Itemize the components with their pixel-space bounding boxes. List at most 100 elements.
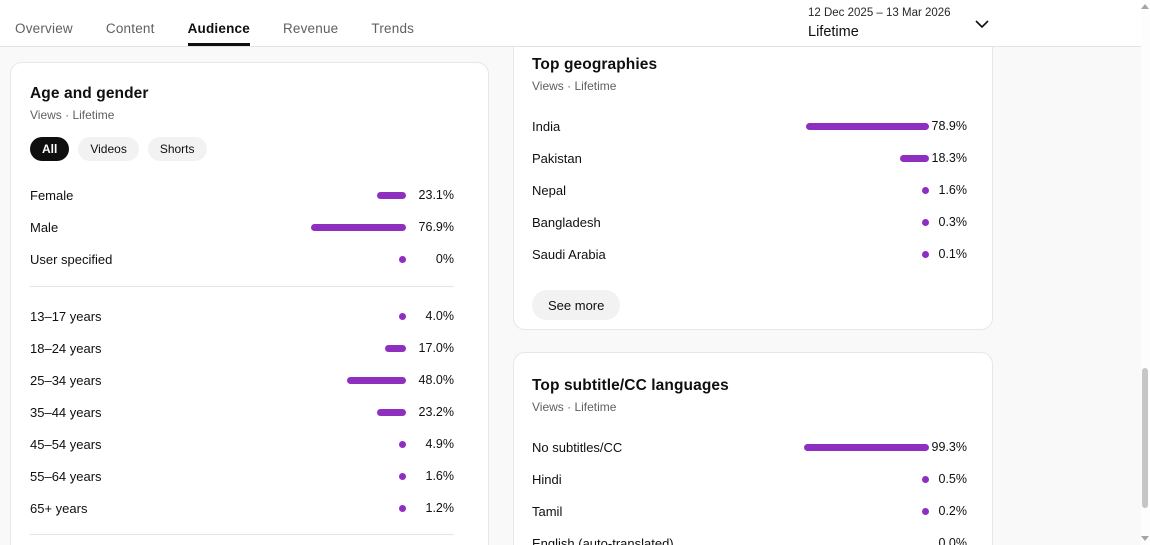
geography-rows: India 78.9% Pakistan 18.3% Nepal 1.6% Banglade… bbox=[532, 110, 967, 270]
stat-row: English (auto-translated) 0.0% bbox=[532, 527, 967, 545]
tab-content[interactable]: Content bbox=[106, 10, 155, 46]
chevron-down-icon[interactable] bbox=[974, 19, 990, 29]
value-dot bbox=[399, 312, 406, 320]
row-label: Saudi Arabia bbox=[532, 246, 606, 262]
scroll-down-arrow-icon[interactable] bbox=[1141, 536, 1149, 541]
row-label: No subtitles/CC bbox=[532, 439, 623, 455]
content-type-filter: All Videos Shorts bbox=[30, 137, 454, 161]
row-bar-area bbox=[804, 475, 929, 483]
card-subtitle: Views · Lifetime bbox=[532, 400, 617, 414]
stat-row: Bangladesh 0.3% bbox=[532, 206, 967, 238]
row-label: Bangladesh bbox=[532, 214, 601, 230]
value-bar bbox=[806, 122, 929, 130]
row-label: 55–64 years bbox=[30, 468, 102, 484]
row-value: 76.9% bbox=[418, 220, 454, 234]
row-bar-area bbox=[311, 472, 406, 480]
card-title: Top subtitle/CC languages bbox=[532, 377, 729, 394]
filter-chip-shorts[interactable]: Shorts bbox=[147, 137, 207, 161]
stat-row: Tamil 0.2% bbox=[532, 495, 967, 527]
value-dot bbox=[922, 507, 929, 515]
row-bar-area bbox=[311, 223, 406, 231]
row-label: Tamil bbox=[532, 503, 563, 519]
stat-row: 35–44 years 23.2% bbox=[30, 396, 454, 428]
row-label: Female bbox=[30, 187, 74, 203]
scrollbar-thumb[interactable] bbox=[1142, 368, 1148, 508]
row-label: Nepal bbox=[532, 182, 566, 198]
row-value: 0% bbox=[435, 252, 454, 266]
scroll-up-arrow-icon[interactable] bbox=[1141, 4, 1149, 9]
row-value: 0.1% bbox=[938, 247, 968, 261]
row-label: English (auto-translated) bbox=[532, 535, 674, 545]
row-value: 23.1% bbox=[418, 188, 454, 202]
row-bar-area bbox=[311, 408, 406, 416]
age-gender-card: Age and gender Views · Lifetime All Video… bbox=[10, 62, 489, 545]
date-range-picker[interactable]: 12 Dec 2025 – 13 Mar 2026 Lifetime bbox=[808, 6, 994, 44]
row-bar-area bbox=[311, 440, 406, 448]
row-value: 0.5% bbox=[938, 472, 968, 486]
value-bar bbox=[311, 223, 406, 231]
value-dot bbox=[399, 440, 406, 448]
value-dot bbox=[399, 255, 406, 263]
see-more-button[interactable]: See more bbox=[532, 290, 621, 320]
top-geographies-card: Top geographies Views · Lifetime India 78… bbox=[513, 31, 993, 330]
date-range-text: 12 Dec 2025 – 13 Mar 2026 bbox=[808, 7, 951, 19]
filter-chip-videos[interactable]: Videos bbox=[78, 137, 139, 161]
stat-row: Female 23.1% bbox=[30, 179, 454, 211]
value-bar bbox=[804, 443, 929, 451]
row-value: 0.0% bbox=[938, 536, 968, 545]
row-bar-area bbox=[311, 191, 406, 199]
row-label: India bbox=[532, 118, 561, 134]
row-bar-area bbox=[806, 250, 929, 258]
value-dot bbox=[922, 250, 929, 258]
value-dot bbox=[922, 218, 929, 226]
row-value: 48.0% bbox=[418, 373, 454, 387]
row-bar-area bbox=[311, 255, 406, 263]
row-bar-area bbox=[311, 504, 406, 512]
card-title: Age and gender bbox=[30, 85, 149, 102]
tab-trends[interactable]: Trends bbox=[371, 10, 414, 46]
stat-row: 45–54 years 4.9% bbox=[30, 428, 454, 460]
value-bar bbox=[377, 191, 406, 199]
filter-chip-all[interactable]: All bbox=[30, 137, 70, 161]
value-bar bbox=[346, 376, 406, 384]
stat-row: Hindi 0.5% bbox=[532, 463, 967, 495]
tab-audience[interactable]: Audience bbox=[187, 10, 251, 46]
tab-revenue[interactable]: Revenue bbox=[283, 10, 338, 46]
value-bar bbox=[385, 344, 406, 352]
stat-row: 55–64 years 1.6% bbox=[30, 460, 454, 492]
age-rows: 13–17 years 4.0% 18–24 years 17.0% 25–34 yea… bbox=[30, 300, 454, 524]
row-value: 99.3% bbox=[931, 440, 967, 454]
stat-row: 13–17 years 4.0% bbox=[30, 300, 454, 332]
row-bar-area bbox=[804, 507, 929, 515]
row-label: 65+ years bbox=[30, 500, 88, 516]
row-bar-area bbox=[806, 218, 929, 226]
value-bar bbox=[900, 154, 929, 162]
row-value: 18.3% bbox=[931, 151, 967, 165]
row-bar-area bbox=[804, 443, 929, 451]
row-bar-area bbox=[806, 186, 929, 194]
row-label: User specified bbox=[30, 251, 113, 267]
analytics-header: Overview Content Audience Revenue Trends 12 … bbox=[0, 0, 1150, 47]
row-label: 18–24 years bbox=[30, 340, 102, 356]
row-label: 35–44 years bbox=[30, 404, 102, 420]
row-bar-area bbox=[806, 122, 929, 130]
vertical-scrollbar[interactable] bbox=[1141, 0, 1150, 545]
row-bar-area bbox=[804, 539, 929, 545]
tab-overview[interactable]: Overview bbox=[15, 10, 73, 46]
row-label: Pakistan bbox=[532, 150, 582, 166]
gender-rows: Female 23.1% Male 76.9% User specified 0% bbox=[30, 179, 454, 275]
stat-row: User specified 0% bbox=[30, 243, 454, 275]
stat-row: India 78.9% bbox=[532, 110, 967, 142]
stat-row: 25–34 years 48.0% bbox=[30, 364, 454, 396]
row-value: 4.9% bbox=[425, 437, 455, 451]
row-value: 0.3% bbox=[938, 215, 968, 229]
row-value: 4.0% bbox=[425, 309, 455, 323]
stat-row: 65+ years 1.2% bbox=[30, 492, 454, 524]
stat-row: Male 76.9% bbox=[30, 211, 454, 243]
row-label: 25–34 years bbox=[30, 372, 102, 388]
stat-row: 18–24 years 17.0% bbox=[30, 332, 454, 364]
stat-row: Pakistan 18.3% bbox=[532, 142, 967, 174]
row-bar-area bbox=[311, 376, 406, 384]
divider bbox=[30, 286, 454, 287]
